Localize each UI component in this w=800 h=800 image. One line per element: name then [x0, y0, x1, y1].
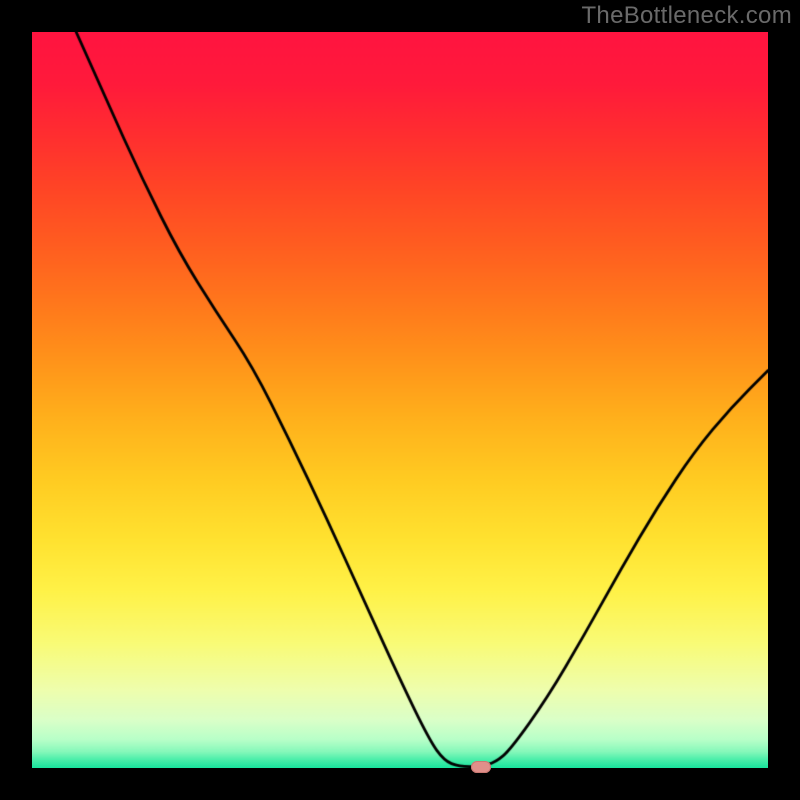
plot-area: [32, 32, 768, 768]
bottleneck-curve: [32, 32, 768, 768]
chart-root: TheBottleneck.com: [0, 0, 800, 800]
optimal-point-marker: [471, 761, 491, 773]
watermark-text: TheBottleneck.com: [581, 2, 792, 30]
